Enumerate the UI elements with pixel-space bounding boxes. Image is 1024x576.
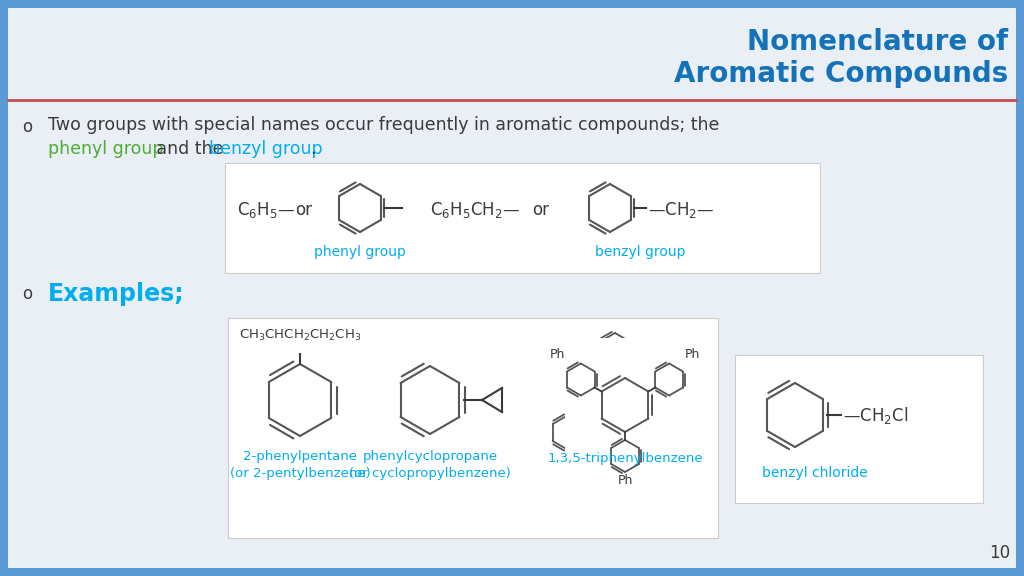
Text: (or 2-pentylbenzene): (or 2-pentylbenzene) — [229, 467, 371, 480]
FancyBboxPatch shape — [228, 318, 718, 538]
Text: Aromatic Compounds: Aromatic Compounds — [674, 60, 1008, 88]
Text: C$_6$H$_5$—: C$_6$H$_5$— — [237, 200, 295, 220]
Text: CH$_3$CHCH$_2$CH$_2$CH$_3$: CH$_3$CHCH$_2$CH$_2$CH$_3$ — [239, 328, 361, 343]
Text: Two groups with special names occur frequently in aromatic compounds; the: Two groups with special names occur freq… — [48, 116, 720, 134]
Text: Ph: Ph — [617, 474, 633, 487]
Text: phenylcyclopropane: phenylcyclopropane — [362, 450, 498, 463]
FancyBboxPatch shape — [735, 355, 983, 503]
Text: benzyl group: benzyl group — [595, 245, 685, 259]
Text: .: . — [310, 140, 315, 158]
FancyBboxPatch shape — [8, 8, 1016, 568]
Text: 10: 10 — [989, 544, 1010, 562]
Text: —CH$_2$Cl: —CH$_2$Cl — [843, 404, 908, 426]
Text: Ph: Ph — [685, 348, 700, 362]
Text: Ph: Ph — [550, 348, 565, 362]
Text: or: or — [295, 201, 312, 219]
Text: and the: and the — [151, 140, 229, 158]
Text: or: or — [532, 201, 549, 219]
Text: phenyl group: phenyl group — [314, 245, 406, 259]
Text: Examples;: Examples; — [48, 282, 184, 306]
Text: Nomenclature of: Nomenclature of — [746, 28, 1008, 56]
Text: —CH$_2$—: —CH$_2$— — [648, 200, 715, 220]
Text: benzyl chloride: benzyl chloride — [762, 466, 868, 480]
Text: o: o — [22, 118, 32, 136]
Text: o: o — [22, 285, 32, 303]
FancyBboxPatch shape — [225, 163, 820, 273]
Text: benzyl group: benzyl group — [209, 140, 323, 158]
Text: C$_6$H$_5$CH$_2$—: C$_6$H$_5$CH$_2$— — [430, 200, 520, 220]
Text: (or cyclopropylbenzene): (or cyclopropylbenzene) — [349, 467, 511, 480]
Text: phenyl group: phenyl group — [48, 140, 164, 158]
Text: 1,3,5-triphenylbenzene: 1,3,5-triphenylbenzene — [547, 452, 702, 465]
FancyBboxPatch shape — [565, 338, 685, 498]
Text: 2-phenylpentane: 2-phenylpentane — [243, 450, 357, 463]
